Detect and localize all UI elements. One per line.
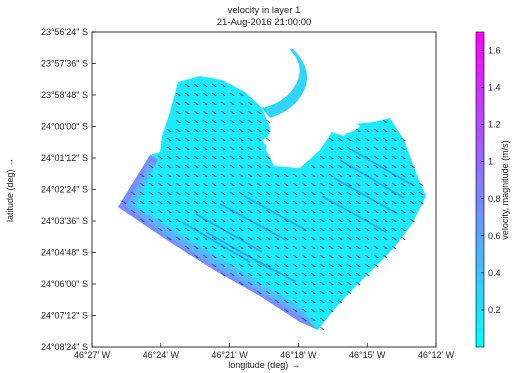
- velocity-arrows: [121, 83, 424, 330]
- y-tick-label: 23°56'24" S: [41, 27, 88, 37]
- colorbar-tick-label: 0.4: [488, 268, 501, 278]
- velocity-field: [118, 48, 426, 330]
- x-tick-label: 46°27' W: [74, 350, 111, 360]
- colorbar-tick-label: 0.2: [488, 305, 501, 315]
- x-tick-label: 46°21' W: [211, 350, 248, 360]
- x-tick-label: 46°12' W: [418, 350, 455, 360]
- colorbar-tick-label: 1.2: [488, 120, 501, 130]
- flow-bands: [181, 149, 415, 283]
- x-tick-label: 46°18' W: [280, 350, 317, 360]
- x-tick-label: 46°24' W: [143, 350, 180, 360]
- y-tick-label: 24°02'24" S: [41, 185, 88, 195]
- colorbar-tick-label: 1.6: [488, 46, 501, 56]
- y-tick-label: 24°06'00" S: [41, 279, 88, 289]
- x-tick-label: 46°15' W: [349, 350, 386, 360]
- land-mass-2: [330, 122, 360, 134]
- y-tick-label: 24°03'36" S: [41, 216, 88, 226]
- colorbar: [475, 31, 485, 348]
- x-axis-label: longitude (deg) →: [228, 360, 300, 370]
- colorbar-tick-label: 1: [488, 157, 493, 167]
- colorbar-ticks: 0.2 0.4 0.6 0.8 1 1.2 1.4 1.6: [481, 46, 501, 315]
- y-tick-label: 23°58'48" S: [41, 90, 88, 100]
- y-tick-label: 24°01'12" S: [41, 153, 88, 163]
- y-tick-label: 24°04'48" S: [41, 248, 88, 258]
- y-tick-label: 24°08'24" S: [41, 342, 88, 352]
- colorbar-tick-label: 1.4: [488, 83, 501, 93]
- y-tick-label: 24°00'00" S: [41, 122, 88, 132]
- chart-subtitle: 21-Aug-2016 21:00:00: [217, 17, 312, 28]
- coastal-strip: [126, 162, 314, 322]
- colorbar-label: velocity, magnitude (m/s): [500, 140, 510, 239]
- y-axis-ticks: 23°56'24" S 23°57'36" S 23°58'48" S 24°00'0…: [41, 27, 96, 352]
- y-axis-label: latitude (deg) →: [5, 158, 15, 222]
- y-tick-label: 24°07'12" S: [41, 311, 88, 321]
- y-tick-label: 23°57'36" S: [41, 59, 88, 69]
- colorbar-tick-label: 0.6: [488, 231, 501, 241]
- land-mass: [262, 131, 315, 165]
- river-channel: [262, 48, 308, 118]
- x-axis-ticks: 46°27' W 46°24' W 46°21' W 46°18' W 46°15' W…: [74, 343, 455, 360]
- chart-title: velocity in layer 1: [228, 5, 301, 16]
- colorbar-tick-label: 0.8: [488, 194, 501, 204]
